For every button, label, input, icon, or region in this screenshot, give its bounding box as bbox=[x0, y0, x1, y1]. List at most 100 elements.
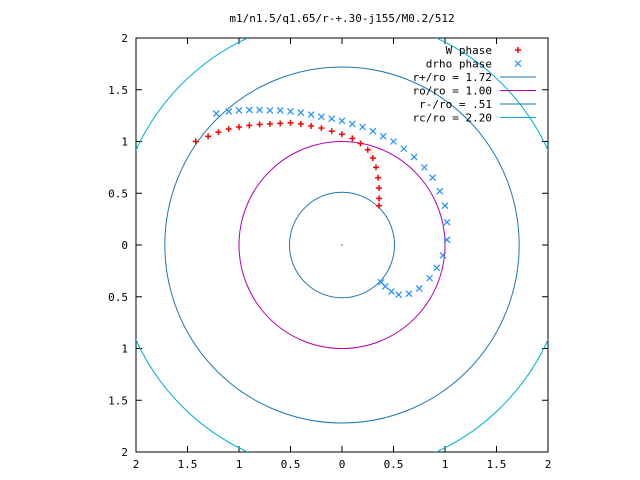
y-tick-label: 0.5 bbox=[108, 291, 128, 304]
data-point bbox=[433, 264, 441, 272]
marker-stroke bbox=[426, 274, 433, 282]
data-point bbox=[338, 117, 346, 125]
data-points bbox=[192, 106, 451, 299]
legend-label: r-/ro = .51 bbox=[419, 98, 492, 111]
data-point bbox=[420, 163, 428, 171]
data-point bbox=[379, 132, 387, 140]
marker-stroke bbox=[266, 107, 274, 114]
legend-label: r+/ro = 1.72 bbox=[413, 71, 492, 84]
marker-stroke bbox=[443, 218, 451, 226]
data-point bbox=[429, 174, 437, 182]
marker-stroke bbox=[443, 236, 451, 244]
legend-entry: r-/ro = .51 bbox=[419, 98, 536, 111]
data-point bbox=[405, 290, 413, 298]
data-point bbox=[287, 119, 294, 126]
marker-stroke bbox=[441, 202, 449, 210]
circles bbox=[136, 38, 548, 452]
data-point bbox=[369, 127, 377, 135]
marker-stroke bbox=[235, 107, 243, 114]
x-tick-label: 1 bbox=[442, 458, 449, 471]
legend-entry: r+/ro = 1.72 bbox=[413, 71, 536, 84]
legend-entry: W phase bbox=[446, 44, 521, 57]
circle-r-1 bbox=[238, 141, 446, 349]
x-tick-label: 1.5 bbox=[487, 458, 507, 471]
data-point bbox=[287, 108, 294, 115]
data-point bbox=[212, 110, 220, 117]
x-tick-label: 2 bbox=[133, 458, 140, 471]
data-point bbox=[297, 109, 305, 116]
data-point bbox=[235, 107, 243, 114]
marker-stroke bbox=[395, 291, 403, 299]
axis-ticks: 2 1.5 1 0.5 0 0.5 1 1.5 221.510.500.511.52 bbox=[108, 32, 551, 471]
legend-marker bbox=[514, 60, 522, 67]
data-point bbox=[390, 138, 397, 145]
data-point bbox=[376, 202, 383, 209]
marker-stroke bbox=[359, 123, 367, 131]
x-tick-label: 0.5 bbox=[384, 458, 404, 471]
marker-stroke bbox=[369, 127, 377, 135]
marker-stroke bbox=[436, 187, 444, 195]
data-point bbox=[225, 108, 233, 115]
marker-stroke bbox=[225, 108, 233, 115]
x-tick-label: 0.5 bbox=[281, 458, 301, 471]
data-point bbox=[277, 120, 284, 127]
data-point bbox=[376, 185, 383, 192]
y-tick-label: 2 bbox=[121, 446, 128, 459]
marker-stroke bbox=[514, 60, 522, 67]
data-point bbox=[266, 120, 273, 127]
marker-stroke bbox=[410, 153, 418, 161]
x-tick-label: 2 bbox=[545, 458, 552, 471]
y-tick-label: 0 bbox=[121, 239, 128, 252]
data-point bbox=[376, 195, 383, 202]
data-point bbox=[439, 251, 447, 259]
data-point bbox=[349, 135, 356, 142]
data-point bbox=[317, 113, 325, 121]
y-tick-label: 1 bbox=[121, 136, 128, 149]
data-point bbox=[357, 140, 364, 147]
data-point bbox=[426, 274, 433, 282]
y-tick-label: 1.5 bbox=[108, 84, 128, 97]
data-point bbox=[443, 218, 451, 226]
data-point bbox=[266, 107, 274, 114]
data-point bbox=[400, 145, 408, 153]
marker-stroke bbox=[388, 288, 395, 295]
x-tick-label: 0 bbox=[339, 458, 346, 471]
marker-stroke bbox=[317, 113, 325, 121]
data-point bbox=[236, 124, 242, 131]
data-point bbox=[308, 122, 315, 129]
marker-stroke bbox=[297, 109, 305, 116]
legend-entry: drho phase bbox=[426, 58, 522, 71]
series-drho-phase bbox=[212, 106, 451, 299]
marker-stroke bbox=[381, 282, 389, 290]
data-point bbox=[441, 202, 449, 210]
data-point bbox=[359, 123, 367, 131]
marker-stroke bbox=[377, 278, 385, 286]
legend-label: ro/ro = 1.00 bbox=[413, 85, 492, 98]
data-point bbox=[192, 138, 199, 145]
marker-stroke bbox=[415, 285, 423, 292]
data-point bbox=[372, 164, 379, 171]
data-point bbox=[328, 128, 335, 135]
data-point bbox=[377, 278, 385, 286]
data-point bbox=[395, 291, 403, 299]
data-point bbox=[443, 236, 451, 244]
marker-stroke bbox=[328, 115, 336, 123]
marker-stroke bbox=[256, 106, 264, 114]
circle-r-0_51 bbox=[288, 191, 396, 299]
marker-stroke bbox=[245, 106, 253, 114]
data-point bbox=[369, 155, 376, 162]
origin-dot bbox=[341, 244, 343, 246]
data-point bbox=[307, 111, 315, 119]
marker-stroke bbox=[307, 111, 315, 119]
legend-label: drho phase bbox=[426, 58, 492, 71]
data-point bbox=[388, 288, 395, 295]
y-tick-label: 1 bbox=[121, 343, 128, 356]
marker-stroke bbox=[390, 138, 397, 145]
marker-stroke bbox=[348, 120, 356, 128]
marker-stroke bbox=[379, 132, 387, 140]
legend-entry: ro/ro = 1.00 bbox=[413, 85, 536, 98]
series-w-phase bbox=[192, 119, 383, 209]
marker-stroke bbox=[212, 110, 220, 117]
data-point bbox=[276, 107, 284, 114]
